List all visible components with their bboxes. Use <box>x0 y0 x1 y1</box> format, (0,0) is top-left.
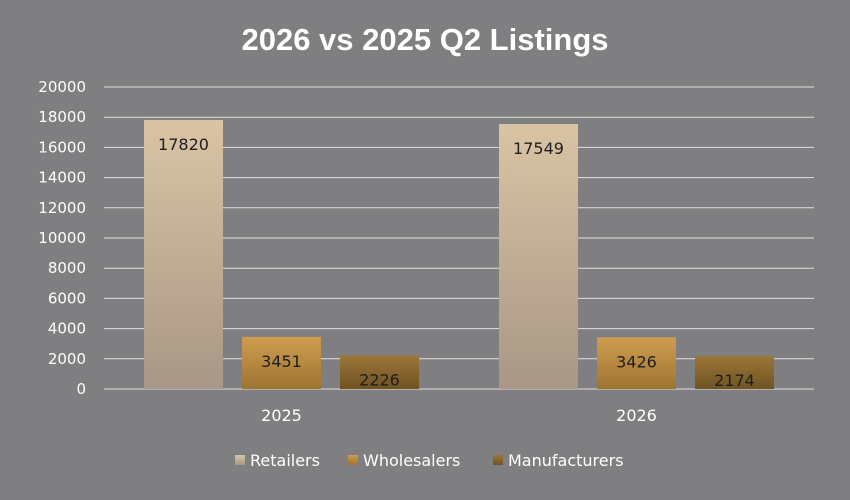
legend-label: Manufacturers <box>508 451 624 470</box>
y-tick-label: 16000 <box>38 138 86 156</box>
y-tick-label: 10000 <box>38 229 86 247</box>
x-axis-categories: 2025 2026 <box>261 406 657 425</box>
y-tick-label: 18000 <box>38 108 86 126</box>
legend-label: Retailers <box>250 451 320 470</box>
bar-retailers-2025 <box>144 119 223 389</box>
legend-label: Wholesalers <box>363 451 460 470</box>
x-category-label: 2025 <box>261 406 302 425</box>
bar-manufacturers-2026 <box>695 356 774 389</box>
bar-wholesalers-2026 <box>597 337 676 389</box>
y-axis-ticks: 0 2000 4000 6000 8000 10000 12000 14000 16000 180… <box>38 78 86 398</box>
data-label: 17549 <box>513 139 564 158</box>
y-tick-label: 20000 <box>38 78 86 96</box>
y-tick-label: 4000 <box>48 320 86 338</box>
data-label: 3426 <box>616 352 657 371</box>
y-tick-label: 6000 <box>48 289 86 307</box>
data-label: 3451 <box>261 352 302 371</box>
bars <box>144 119 774 389</box>
legend-swatch <box>493 455 503 465</box>
data-label: 17820 <box>158 135 209 154</box>
data-labels: 17820 3451 2226 17549 3426 2174 <box>158 135 755 390</box>
x-category-label: 2026 <box>616 406 657 425</box>
chart-title: 2026 vs 2025 Q2 Listings <box>241 22 608 57</box>
bar-wholesalers-2025 <box>242 336 321 389</box>
y-tick-label: 0 <box>76 380 86 398</box>
y-tick-label: 14000 <box>38 169 86 187</box>
bar-manufacturers-2025 <box>340 355 419 389</box>
bar-retailers-2026 <box>499 124 578 389</box>
legend-swatch <box>348 455 358 465</box>
data-label: 2226 <box>359 370 400 389</box>
data-label: 2174 <box>714 371 755 390</box>
legend-swatch <box>235 455 245 465</box>
y-tick-label: 2000 <box>48 350 86 368</box>
legend: Retailers Wholesalers Manufacturers <box>235 451 624 470</box>
y-tick-label: 12000 <box>38 199 86 217</box>
y-tick-label: 8000 <box>48 259 86 277</box>
